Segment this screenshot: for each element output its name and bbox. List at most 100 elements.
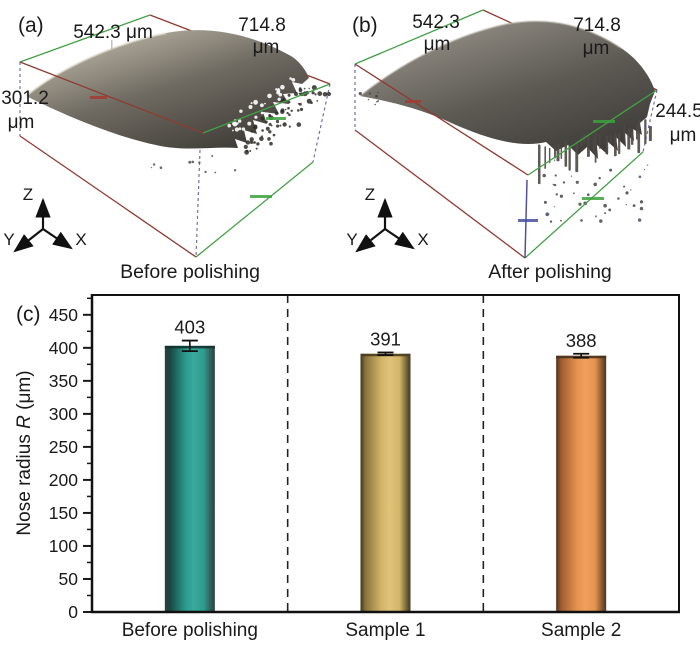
drip-streak — [538, 144, 541, 185]
speckle-dot — [288, 125, 291, 128]
speckle-dot — [308, 87, 310, 90]
micro-label-blue — [518, 219, 538, 222]
speckle-dot — [625, 191, 629, 195]
speckle-dot — [316, 100, 319, 102]
bar — [164, 345, 215, 612]
category-label: Sample 1 — [345, 620, 425, 641]
speckle-dot — [608, 208, 612, 212]
speckle-dot — [368, 92, 371, 95]
bar-chart-plot: 0 50 100 150 200 250 300 350 400 450 403 Before pol… — [49, 294, 680, 641]
y-axis-title-symbol: R — [14, 415, 35, 429]
speckle-dot — [286, 111, 289, 115]
panel-c-bar-chart: 0 50 100 150 200 250 300 350 400 450 403 Before pol… — [14, 294, 680, 641]
speckle-dot — [593, 182, 597, 187]
panel-b-3d-profile: (b) 542.3 μm 714.8 μm 244.5 μm Z Y X Aft… — [346, 9, 700, 283]
speckle-dot — [630, 189, 632, 191]
y-tick-label: 300 — [49, 404, 78, 424]
y-tick-label: 150 — [49, 503, 78, 523]
drip-streak — [594, 131, 597, 163]
drip-streak — [564, 140, 568, 167]
speckle-dot — [639, 206, 644, 211]
speckle-dot — [150, 167, 153, 169]
drip-streak — [644, 119, 647, 145]
speckle-dot — [625, 204, 627, 206]
speckle-pit — [253, 99, 258, 105]
z-axis-label: Z — [365, 185, 375, 204]
speckle-dot — [260, 116, 265, 121]
box-edge-bottom-left — [354, 129, 526, 259]
speckle-dot — [297, 103, 300, 105]
speckle-dot — [609, 168, 613, 172]
y-tick-label: 250 — [49, 437, 78, 457]
speckle-dot — [358, 91, 362, 96]
bar — [360, 353, 411, 612]
speckle-dot — [274, 111, 279, 116]
x-axis-label: X — [417, 230, 428, 249]
speckle-dot — [268, 122, 272, 126]
box-edge-top-left — [354, 9, 484, 65]
speckle-dot — [299, 107, 304, 111]
speckle-pit — [280, 84, 285, 90]
drip-streak — [623, 124, 626, 140]
ruler-dash — [146, 42, 148, 51]
speckle-pit — [264, 102, 266, 105]
speckle-dot — [297, 109, 300, 112]
speckle-dot — [638, 175, 642, 179]
drip-streak — [544, 146, 546, 169]
drip-streak — [587, 136, 590, 157]
speckle-dot — [647, 164, 649, 166]
speckle-dot — [632, 204, 636, 208]
dim-depth-unit: μm — [253, 37, 280, 58]
speckle-dot — [282, 122, 287, 127]
speckle-dot — [268, 130, 272, 134]
speckle-dot — [265, 120, 268, 124]
speckle-pit — [227, 123, 231, 128]
panel-b-caption: After polishing — [488, 261, 612, 283]
speckle-pit — [232, 129, 234, 132]
y-tick-label: 200 — [49, 470, 78, 490]
surface-highlight-rim — [359, 20, 622, 97]
panel-c-tag: (c) — [16, 303, 41, 326]
speckle-dot — [375, 94, 378, 98]
speckle-dot — [244, 149, 250, 155]
speckle-dot — [377, 100, 380, 102]
category-label: Before polishing — [122, 620, 258, 641]
speckle-dot — [233, 169, 237, 172]
speckle-dot — [314, 93, 317, 96]
speckle-dot — [555, 193, 558, 196]
speckle-pit — [289, 77, 292, 80]
speckle-pit — [267, 93, 272, 99]
speckle-dot — [290, 109, 293, 113]
speckle-dot — [560, 219, 562, 222]
box-edge-front-right — [202, 83, 331, 134]
speckle-pit — [238, 119, 242, 123]
y-axis-title-unit: (μm) — [14, 370, 35, 415]
surface-drips — [358, 91, 652, 223]
drip-streak — [631, 128, 634, 145]
speckle-dot — [598, 176, 601, 180]
panel-b-tag: (b) — [352, 14, 378, 37]
drip-streak — [637, 120, 641, 154]
speckle-dot — [298, 102, 302, 106]
speckle-dot — [553, 206, 555, 208]
y-tick-label: 100 — [49, 536, 78, 556]
y-axis-arrow-icon — [13, 228, 44, 253]
speckle-dot — [152, 163, 156, 166]
speckle-dot — [296, 122, 302, 127]
y-tick-label: 400 — [49, 338, 78, 358]
x-axis-arrow-icon — [384, 228, 415, 250]
speckle-dot — [553, 159, 556, 161]
box-edge-vertical-right — [642, 89, 658, 153]
box-edge-top-left — [19, 14, 151, 63]
speckle-dot — [288, 113, 291, 117]
box-edge-vertical-front — [195, 149, 201, 258]
category-label: Sample 2 — [541, 620, 621, 641]
micro-label-green — [266, 117, 286, 120]
speckle-dot — [256, 142, 260, 146]
speckle-pit — [232, 122, 236, 126]
y-axis-label: Y — [3, 230, 14, 249]
speckle-pit — [234, 127, 239, 132]
dim-depth-unit: μm — [583, 38, 610, 59]
bar-value-label: 388 — [566, 330, 597, 351]
